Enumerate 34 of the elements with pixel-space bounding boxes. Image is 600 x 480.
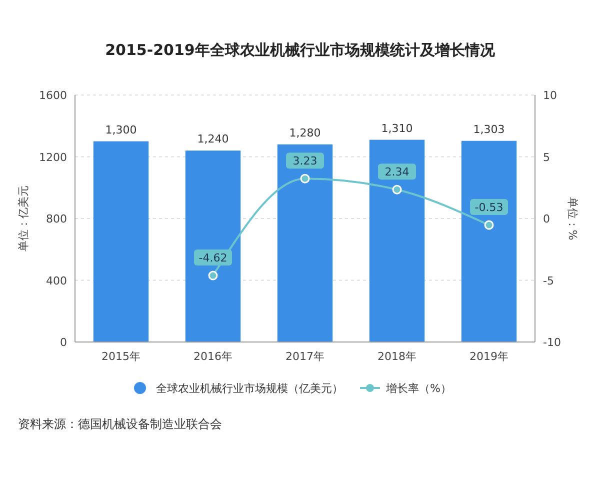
data-label: 1,303 — [473, 122, 505, 136]
y2-axis-title: 单位：% — [566, 196, 579, 240]
text: 资料来源：德国机械设备制造业联合会 — [18, 417, 222, 431]
chart-title: 2015-2019年全球农业机械行业市场规模统计及增长情况 — [105, 41, 496, 59]
point — [392, 184, 402, 194]
point — [484, 220, 494, 230]
data-label: 2.34 — [384, 166, 410, 179]
data-label: 1,280 — [289, 126, 321, 140]
y-tick-label: 400 — [46, 274, 67, 288]
point — [208, 270, 218, 280]
y-tick-label: 0 — [60, 336, 67, 349]
point — [300, 174, 310, 184]
y-tick-label: 800 — [46, 212, 67, 226]
y2-tick-label: -5 — [543, 274, 554, 288]
y2-tick-label: 0 — [543, 212, 550, 226]
y2-tick-label: -10 — [543, 336, 561, 349]
y2-tick-label: 5 — [543, 150, 550, 164]
data-label: -4.62 — [198, 252, 228, 265]
y-axis-title: 单位：亿美元 — [17, 186, 30, 252]
data-label: 1,310 — [381, 122, 413, 135]
legend-label: 全球农业机械行业市场规模（亿美元） — [156, 382, 343, 395]
legend-label: 增长率（%） — [385, 382, 452, 395]
data-label: 1,240 — [197, 132, 229, 146]
y-tick-label: 1600 — [39, 89, 67, 102]
x-tick-label: 2019年 — [470, 350, 508, 363]
data-label: -0.53 — [474, 201, 504, 214]
x-tick-label: 2018年 — [378, 350, 416, 363]
data-label: 3.23 — [292, 154, 318, 168]
x-tick-label: 2015年 — [102, 350, 140, 363]
y2-tick-label: 10 — [543, 89, 557, 102]
x-tick-label: 2016年 — [194, 350, 232, 363]
y-tick-label: 1200 — [39, 150, 67, 164]
data-label: 1,300 — [105, 123, 137, 136]
x-tick-label: 2017年 — [286, 350, 324, 363]
